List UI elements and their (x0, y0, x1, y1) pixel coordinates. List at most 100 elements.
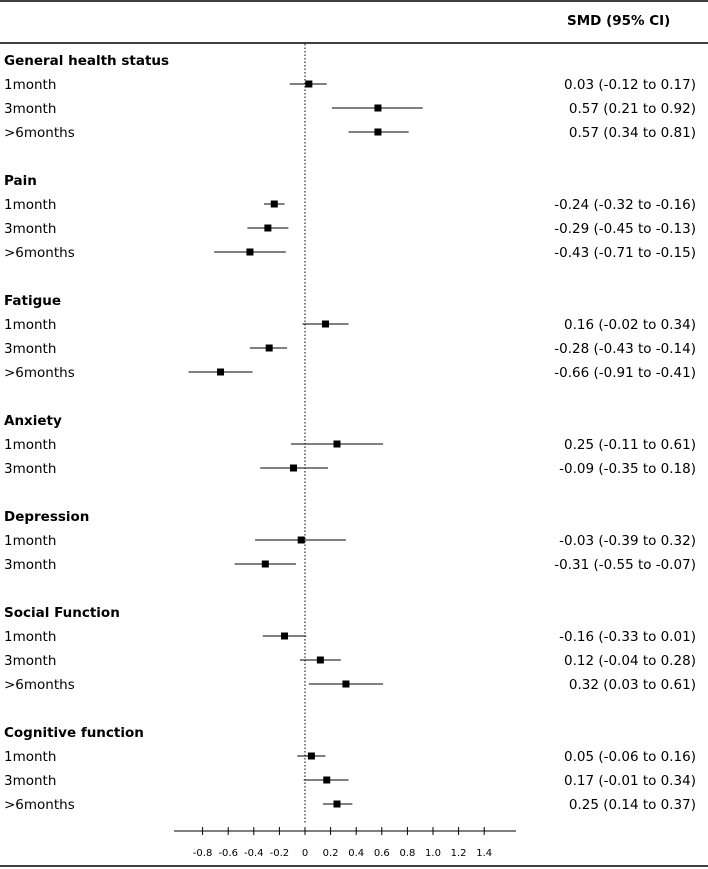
forest-row: >6months 0.57 (0.34 to 0.81) (4, 125, 696, 141)
x-tick-label: -0.6 (218, 848, 238, 859)
row-label: 1month (4, 437, 56, 453)
row-label: >6months (4, 125, 75, 141)
x-tick-label: 0.8 (399, 848, 415, 859)
forest-row: >6months -0.66 (-0.91 to -0.41) (4, 365, 696, 381)
ci-text: 0.05 (-0.06 to 0.16) (564, 749, 696, 765)
row-label: 3month (4, 773, 56, 789)
effect-column-header: SMD (95% CI) (567, 13, 670, 29)
group-depression: Depression 1month -0.03 (-0.39 to 0.32) 3mo… (4, 509, 696, 573)
x-tick-label: 0.4 (348, 848, 364, 859)
x-tick-label: 0.6 (374, 848, 390, 859)
ci-text: -0.24 (-0.32 to -0.16) (554, 197, 696, 213)
forest-row: 3month 0.17 (-0.01 to 0.34) (4, 773, 696, 789)
row-label: 3month (4, 653, 56, 669)
ci-text: -0.16 (-0.33 to 0.01) (559, 629, 696, 645)
point-estimate (305, 80, 313, 88)
ci-text: 0.57 (0.21 to 0.92) (569, 101, 696, 117)
ci-text: -0.03 (-0.39 to 0.32) (559, 533, 696, 549)
group-anxiety: Anxiety 1month 0.25 (-0.11 to 0.61) 3month -… (4, 413, 696, 477)
ci-text: 0.57 (0.34 to 0.81) (569, 125, 696, 141)
row-label: >6months (4, 245, 75, 261)
forest-row: 3month -0.09 (-0.35 to 0.18) (4, 461, 696, 477)
forest-row: 3month 0.12 (-0.04 to 0.28) (4, 653, 696, 669)
row-label: 1month (4, 749, 56, 765)
forest-row: 3month 0.57 (0.21 to 0.92) (4, 101, 696, 117)
point-estimate (265, 344, 273, 352)
group-title: Anxiety (4, 413, 62, 429)
row-label: 1month (4, 197, 56, 213)
ci-text: 0.25 (0.14 to 0.37) (569, 797, 696, 813)
point-estimate (289, 464, 297, 472)
group-pain: Pain 1month -0.24 (-0.32 to -0.16) 3month -0… (4, 173, 696, 261)
x-tick-label: 1.2 (451, 848, 467, 859)
ci-text: 0.16 (-0.02 to 0.34) (564, 317, 696, 333)
forest-row: 3month -0.29 (-0.45 to -0.13) (4, 221, 696, 237)
ci-text: 0.12 (-0.04 to 0.28) (564, 653, 696, 669)
point-estimate (374, 128, 382, 136)
point-estimate (321, 320, 329, 328)
point-estimate (270, 200, 278, 208)
group-social-function: Social Function 1month -0.16 (-0.33 to 0.0… (4, 605, 696, 693)
forest-row: 1month 0.03 (-0.12 to 0.17) (4, 77, 696, 93)
row-label: 3month (4, 341, 56, 357)
x-axis: -0.8 -0.6 -0.4 -0.2 0 0.2 0.4 0.6 0.8 1.0 1.2 1.4 (174, 827, 516, 859)
ci-text: -0.43 (-0.71 to -0.15) (554, 245, 696, 261)
forest-row: 1month -0.16 (-0.33 to 0.01) (4, 629, 696, 645)
group-general-health-status: General health status 1month 0.03 (-0.12 t… (4, 53, 696, 141)
row-label: >6months (4, 677, 75, 693)
group-title: Cognitive function (4, 725, 144, 741)
group-title: General health status (4, 53, 169, 69)
row-label: 3month (4, 221, 56, 237)
x-tick-label: -0.2 (270, 848, 290, 859)
x-tick-label: -0.4 (244, 848, 264, 859)
ci-text: 0.25 (-0.11 to 0.61) (564, 437, 696, 453)
x-tick-label: 1.0 (425, 848, 441, 859)
x-tick-label: 0 (302, 848, 308, 859)
forest-row: >6months 0.25 (0.14 to 0.37) (4, 797, 696, 813)
point-estimate (333, 440, 341, 448)
ci-text: -0.29 (-0.45 to -0.13) (554, 221, 696, 237)
group-fatigue: Fatigue 1month 0.16 (-0.02 to 0.34) 3month -… (4, 293, 696, 381)
row-label: 1month (4, 533, 56, 549)
row-label: 1month (4, 629, 56, 645)
forest-row: >6months 0.32 (0.03 to 0.61) (4, 677, 696, 693)
point-estimate (323, 776, 331, 784)
ci-text: -0.31 (-0.55 to -0.07) (554, 557, 696, 573)
point-estimate (342, 680, 350, 688)
row-label: 3month (4, 101, 56, 117)
forest-row: 1month 0.05 (-0.06 to 0.16) (4, 749, 696, 765)
ci-text: 0.03 (-0.12 to 0.17) (564, 77, 696, 93)
point-estimate (307, 752, 315, 760)
row-label: >6months (4, 365, 75, 381)
row-label: >6months (4, 797, 75, 813)
x-tick-label: 1.4 (476, 848, 492, 859)
ci-text: -0.28 (-0.43 to -0.14) (554, 341, 696, 357)
x-tick-label: -0.8 (193, 848, 213, 859)
group-title: Fatigue (4, 293, 61, 309)
point-estimate (333, 800, 341, 808)
row-label: 1month (4, 77, 56, 93)
row-label: 3month (4, 461, 56, 477)
point-estimate (246, 248, 254, 256)
point-estimate (316, 656, 324, 664)
ci-text: 0.32 (0.03 to 0.61) (569, 677, 696, 693)
ci-text: 0.17 (-0.01 to 0.34) (564, 773, 696, 789)
forest-row: >6months -0.43 (-0.71 to -0.15) (4, 245, 696, 261)
ci-text: -0.66 (-0.91 to -0.41) (554, 365, 696, 381)
point-estimate (374, 104, 382, 112)
row-label: 1month (4, 317, 56, 333)
point-estimate (264, 224, 272, 232)
group-cognitive-function: Cognitive function 1month 0.05 (-0.06 to 0… (4, 725, 696, 813)
forest-row: 3month -0.31 (-0.55 to -0.07) (4, 557, 696, 573)
point-estimate (281, 632, 289, 640)
group-title: Pain (4, 173, 37, 189)
forest-row: 1month -0.03 (-0.39 to 0.32) (4, 533, 696, 549)
forest-row: 3month -0.28 (-0.43 to -0.14) (4, 341, 696, 357)
row-label: 3month (4, 557, 56, 573)
group-title: Social Function (4, 605, 120, 621)
point-estimate (217, 368, 225, 376)
forest-row: 1month -0.24 (-0.32 to -0.16) (4, 197, 696, 213)
ci-text: -0.09 (-0.35 to 0.18) (559, 461, 696, 477)
x-tick-label: 0.2 (323, 848, 339, 859)
